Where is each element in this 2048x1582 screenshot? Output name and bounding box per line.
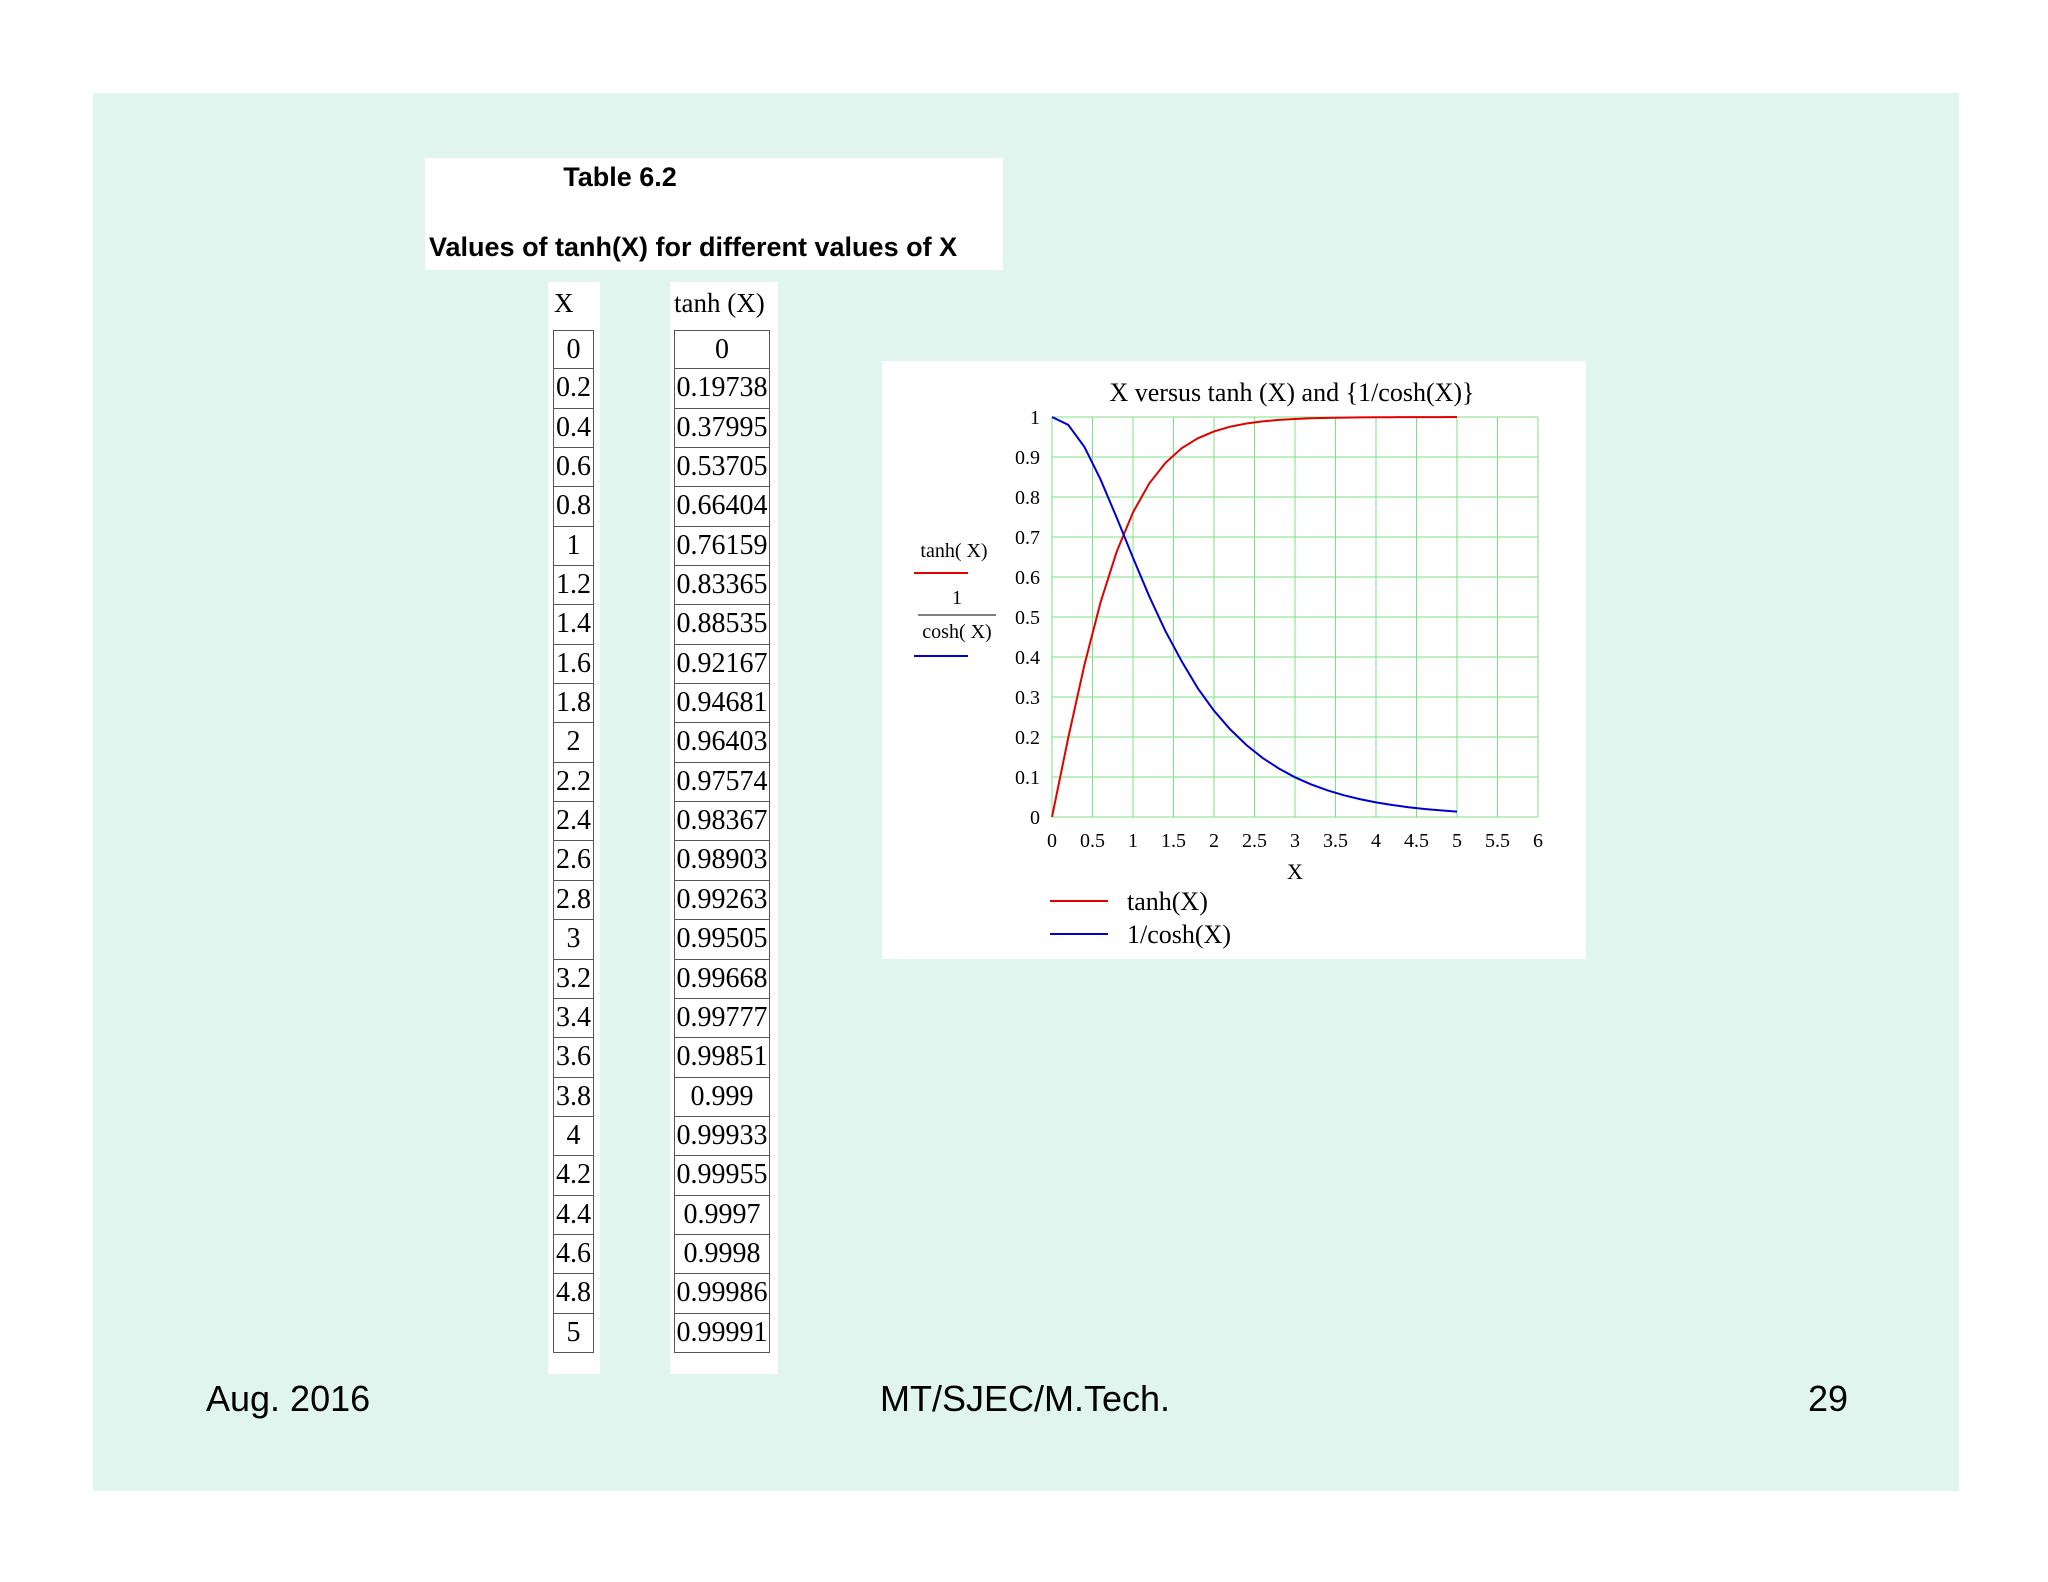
x-tick-label: 1.5 bbox=[1161, 830, 1186, 852]
x-cell: 1.6 bbox=[553, 644, 594, 685]
tanh-cell: 0.99505 bbox=[674, 920, 770, 960]
tanh-cell: 0.19738 bbox=[674, 369, 770, 409]
x-cell: 5 bbox=[553, 1313, 594, 1353]
y-tick-label: 0.5 bbox=[1015, 607, 1040, 629]
x-tick-label: 4 bbox=[1371, 830, 1381, 852]
x-cell: 0.8 bbox=[553, 487, 594, 527]
tanh-cell: 0.53705 bbox=[674, 448, 770, 488]
x-tick-label: 0.5 bbox=[1080, 830, 1105, 852]
x-tick-label: 6 bbox=[1533, 830, 1543, 852]
tanh-cell: 0.37995 bbox=[674, 408, 770, 449]
tanh-cell: 0.99851 bbox=[674, 1038, 770, 1078]
x-cell: 4.8 bbox=[553, 1274, 594, 1314]
x-axis-label: X bbox=[1287, 859, 1303, 884]
x-cell: 1 bbox=[553, 526, 594, 567]
x-cell: 3.8 bbox=[553, 1077, 594, 1117]
x-tick-label: 2 bbox=[1209, 830, 1219, 852]
x-tick-label: 2.5 bbox=[1242, 830, 1267, 852]
y-tick-label: 1 bbox=[1030, 407, 1040, 429]
tanh-cell: 0.9997 bbox=[674, 1195, 770, 1235]
x-tick-label: 5.5 bbox=[1485, 830, 1510, 852]
x-cell: 1.8 bbox=[553, 684, 594, 724]
chart-panel: 0 0.5 1 1.5 2 2.5 3 3.5 4 4.5 5 5.5 6 0 0.1 0.2 0.3 0.4 0.… bbox=[882, 361, 1586, 959]
x-cell: 0.2 bbox=[553, 369, 594, 409]
x-cell: 1.4 bbox=[553, 605, 594, 645]
tanh-cell: 0.98903 bbox=[674, 841, 770, 881]
tanh-cell: 0 bbox=[674, 330, 770, 370]
y-tick-label: 0 bbox=[1030, 807, 1040, 829]
tanh-cell: 0.83365 bbox=[674, 566, 770, 606]
tanh-cell: 0.999 bbox=[674, 1077, 770, 1117]
x-tick-label: 4.5 bbox=[1404, 830, 1429, 852]
table-subtitle: Values of tanh(X) for different values o… bbox=[429, 232, 958, 262]
y-tick-label: 0.9 bbox=[1015, 447, 1040, 469]
tanh-cell: 0.99991 bbox=[674, 1313, 770, 1353]
tanh-cell: 0.99263 bbox=[674, 880, 770, 921]
x-cell: 4 bbox=[553, 1116, 594, 1157]
y-tick-label: 0.4 bbox=[1015, 647, 1040, 669]
tanh-cell: 0.66404 bbox=[674, 487, 770, 527]
y-tick-label: 0.6 bbox=[1015, 567, 1040, 589]
footer-date: Aug. 2016 bbox=[206, 1378, 371, 1419]
legend-label: tanh(X) bbox=[1127, 887, 1208, 916]
tanh-cell: 0.96403 bbox=[674, 723, 770, 763]
x-cell: 2.2 bbox=[553, 762, 594, 803]
tanh-cell: 0.98367 bbox=[674, 802, 770, 842]
x-cell: 4.6 bbox=[553, 1234, 594, 1275]
y-tick-label: 0.3 bbox=[1015, 687, 1040, 709]
x-cell: 3.4 bbox=[553, 998, 594, 1039]
x-tick-label: 5 bbox=[1452, 830, 1462, 852]
x-column-header: X bbox=[554, 288, 574, 318]
y-axis-label-sech-numerator: 1 bbox=[952, 587, 962, 609]
table-title: Table 6.2 bbox=[563, 162, 677, 192]
x-tick-label: 0 bbox=[1047, 830, 1057, 852]
tanh-cell: 0.92167 bbox=[674, 644, 770, 685]
tanh-cell: 0.9998 bbox=[674, 1234, 770, 1275]
legend-label: 1/cosh(X) bbox=[1127, 920, 1231, 949]
tanh-cell: 0.88535 bbox=[674, 605, 770, 645]
y-tick-label: 0.2 bbox=[1015, 727, 1040, 749]
tanh-column: tanh (X) 0 0.19738 0.37995 0.53705 0.66404 0.… bbox=[670, 282, 778, 1374]
x-cell: 2.4 bbox=[553, 802, 594, 842]
x-cell: 3.6 bbox=[553, 1038, 594, 1078]
chart-title: X versus tanh (X) and {1/cosh(X)} bbox=[1109, 378, 1474, 407]
tanh-values: 0 0.19738 0.37995 0.53705 0.66404 0.76159 0.83… bbox=[674, 330, 770, 1353]
table-caption: Table 6.2 Values of tanh(X) for differen… bbox=[425, 158, 1003, 270]
x-cell: 4.2 bbox=[553, 1156, 594, 1196]
x-cell: 3 bbox=[553, 920, 594, 960]
x-cell: 2.6 bbox=[553, 841, 594, 881]
x-column: X 0 0.2 0.4 0.6 0.8 1 1.2 1.4 1.6 1.8 2 2.2 2.4 2.6 2.… bbox=[548, 282, 600, 1374]
line-chart: 0 0.5 1 1.5 2 2.5 3 3.5 4 4.5 5 5.5 6 0 0.1 0.2 0.3 0.4 0.… bbox=[914, 378, 1543, 949]
x-cell: 2 bbox=[553, 723, 594, 763]
tanh-cell: 0.94681 bbox=[674, 684, 770, 724]
x-cell: 1.2 bbox=[553, 566, 594, 606]
tanh-cell: 0.76159 bbox=[674, 526, 770, 567]
x-cell: 0.6 bbox=[553, 448, 594, 488]
x-values: 0 0.2 0.4 0.6 0.8 1 1.2 1.4 1.6 1.8 2 2.2 2.4 2.6 2.8 3… bbox=[553, 330, 594, 1353]
y-axis-label-tanh: tanh( X) bbox=[920, 540, 987, 562]
tanh-cell: 0.99933 bbox=[674, 1116, 770, 1157]
x-cell: 0 bbox=[553, 330, 594, 370]
y-tick-label: 0.7 bbox=[1015, 527, 1040, 549]
footer-page-number: 29 bbox=[1808, 1378, 1849, 1419]
tanh-cell: 0.99777 bbox=[674, 998, 770, 1039]
series-line-sech bbox=[1051, 416, 1458, 813]
series-line-tanh bbox=[1051, 416, 1458, 818]
x-cell: 3.2 bbox=[553, 959, 594, 999]
footer-center: MT/SJEC/M.Tech. bbox=[880, 1378, 1171, 1419]
tanh-cell: 0.97574 bbox=[674, 762, 770, 803]
x-tick-label: 3.5 bbox=[1323, 830, 1348, 852]
x-cell: 0.4 bbox=[553, 408, 594, 449]
y-axis-label-sech-denominator: cosh( X) bbox=[922, 621, 991, 643]
x-tick-label: 1 bbox=[1128, 830, 1138, 852]
x-cell: 2.8 bbox=[553, 880, 594, 921]
tanh-column-header: tanh (X) bbox=[674, 288, 765, 318]
y-tick-label: 0.1 bbox=[1015, 767, 1040, 789]
tanh-cell: 0.99955 bbox=[674, 1156, 770, 1196]
x-tick-label: 3 bbox=[1290, 830, 1300, 852]
tanh-cell: 0.99986 bbox=[674, 1274, 770, 1314]
y-tick-label: 0.8 bbox=[1015, 487, 1040, 509]
x-cell: 4.4 bbox=[553, 1195, 594, 1235]
tanh-cell: 0.99668 bbox=[674, 959, 770, 999]
